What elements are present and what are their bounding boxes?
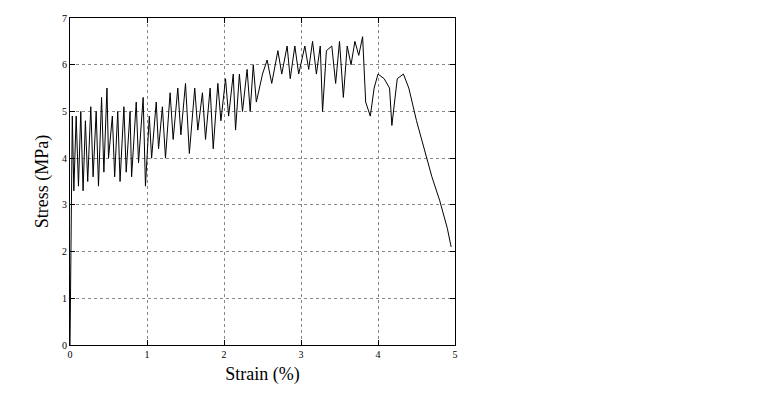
svg-text:7: 7: [62, 13, 67, 24]
svg-text:4: 4: [62, 153, 67, 164]
svg-text:3: 3: [299, 349, 304, 360]
svg-text:5: 5: [453, 349, 458, 360]
svg-text:0: 0: [62, 340, 67, 351]
svg-text:1: 1: [62, 293, 67, 304]
svg-text:Stress (MPa): Stress (MPa): [32, 135, 53, 229]
svg-text:5: 5: [62, 106, 67, 117]
svg-text:3: 3: [62, 199, 67, 210]
svg-text:Strain (%): Strain (%): [225, 364, 299, 385]
svg-text:4: 4: [376, 349, 381, 360]
svg-text:2: 2: [222, 349, 227, 360]
svg-text:0: 0: [68, 349, 73, 360]
svg-text:2: 2: [62, 246, 67, 257]
svg-text:6: 6: [62, 59, 67, 70]
svg-text:1: 1: [145, 349, 150, 360]
